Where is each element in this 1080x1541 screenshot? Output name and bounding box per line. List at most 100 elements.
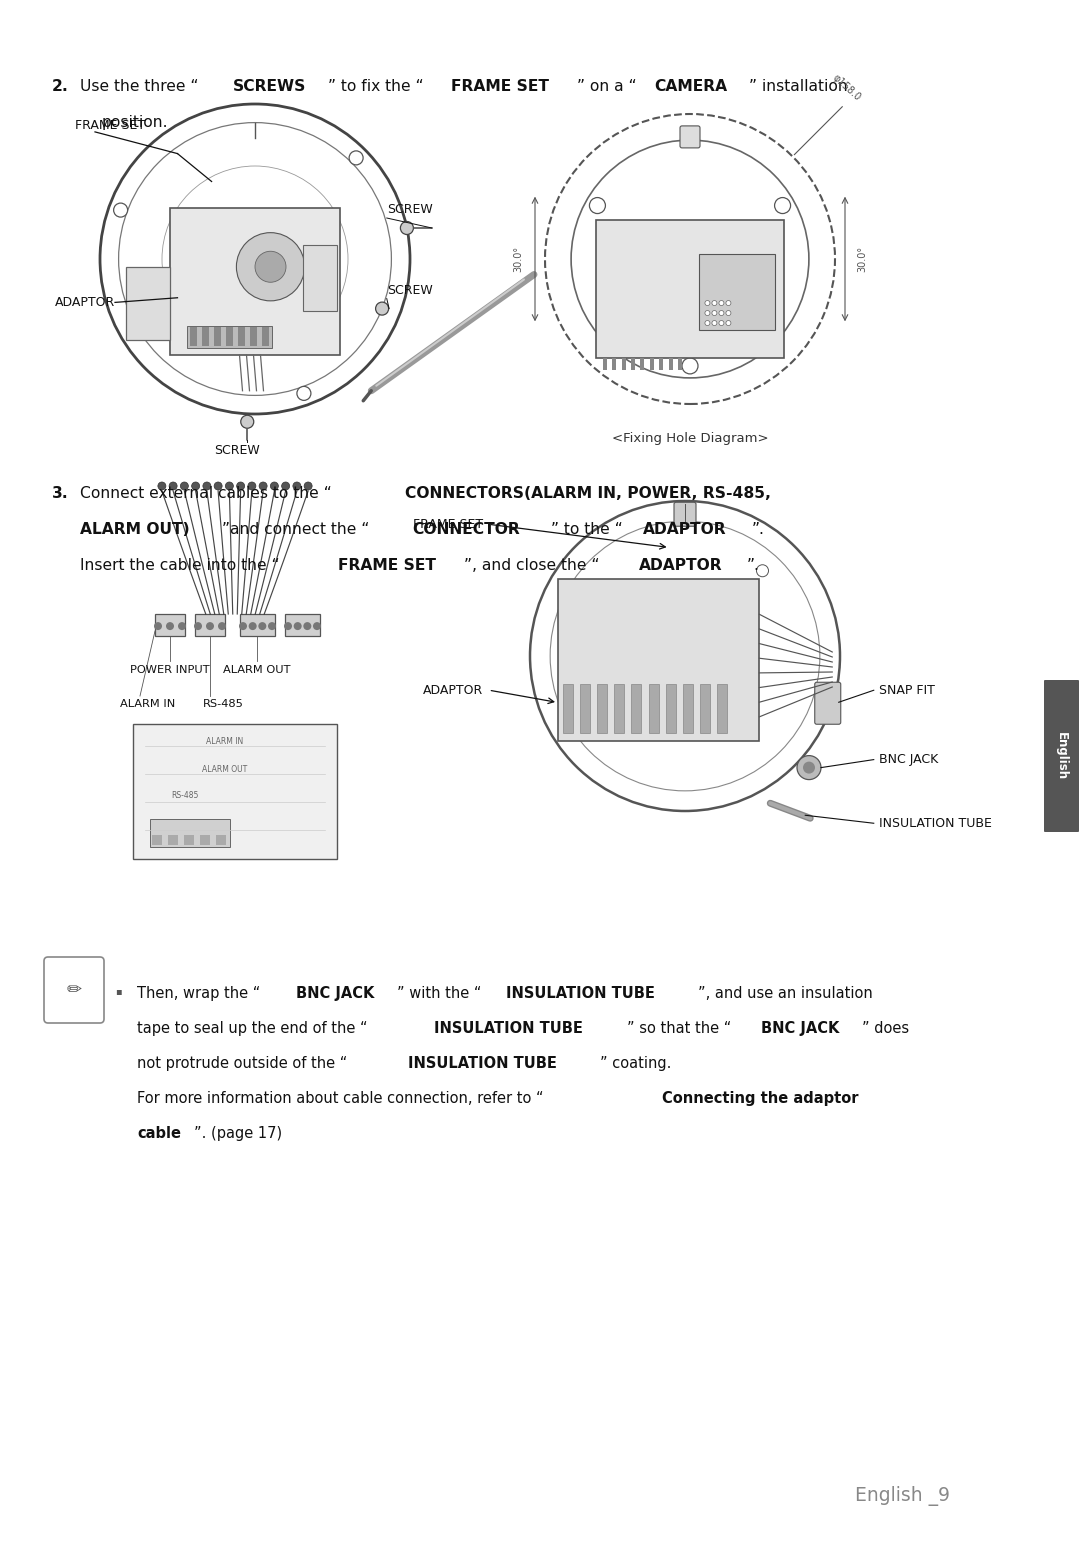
- Circle shape: [705, 321, 710, 325]
- Circle shape: [218, 623, 226, 630]
- Circle shape: [712, 321, 717, 325]
- Circle shape: [681, 358, 698, 374]
- Circle shape: [270, 482, 279, 490]
- Circle shape: [154, 623, 162, 630]
- Text: ADAPTOR: ADAPTOR: [639, 558, 723, 573]
- Text: ALARM IN: ALARM IN: [206, 738, 244, 746]
- Circle shape: [248, 623, 257, 630]
- Circle shape: [113, 203, 127, 217]
- Text: ” installation: ” installation: [748, 79, 848, 94]
- Bar: [650, 358, 653, 370]
- Circle shape: [590, 197, 606, 214]
- Bar: [216, 835, 226, 844]
- Circle shape: [166, 623, 174, 630]
- FancyBboxPatch shape: [44, 957, 104, 1023]
- Bar: [261, 327, 269, 347]
- Circle shape: [203, 482, 211, 490]
- Text: position.: position.: [102, 116, 168, 129]
- FancyBboxPatch shape: [680, 126, 700, 148]
- Text: ” to the “: ” to the “: [551, 522, 622, 536]
- Text: ADAPTOR: ADAPTOR: [55, 296, 116, 308]
- Text: CONNECTOR: CONNECTOR: [411, 522, 519, 536]
- Text: ”, and close the “: ”, and close the “: [464, 558, 599, 573]
- FancyBboxPatch shape: [596, 220, 784, 358]
- Text: ” with the “: ” with the “: [397, 986, 482, 1002]
- FancyBboxPatch shape: [302, 245, 337, 311]
- Text: FRAME SET: FRAME SET: [451, 79, 549, 94]
- Circle shape: [376, 302, 389, 314]
- Circle shape: [239, 623, 247, 630]
- Circle shape: [170, 482, 177, 490]
- Circle shape: [756, 564, 769, 576]
- Bar: [659, 358, 663, 370]
- Text: SCREW: SCREW: [387, 284, 432, 296]
- Text: ” so that the “: ” so that the “: [626, 1022, 731, 1036]
- Bar: [226, 327, 233, 347]
- Text: 30.0°: 30.0°: [513, 247, 523, 273]
- FancyBboxPatch shape: [126, 267, 170, 341]
- Circle shape: [259, 482, 267, 490]
- Circle shape: [726, 321, 731, 325]
- Text: Connecting the adaptor: Connecting the adaptor: [662, 1091, 858, 1106]
- FancyBboxPatch shape: [150, 818, 230, 848]
- Text: 30.0°: 30.0°: [858, 247, 867, 273]
- FancyBboxPatch shape: [285, 613, 320, 636]
- FancyBboxPatch shape: [558, 578, 759, 741]
- Bar: [683, 684, 693, 734]
- Text: For more information about cable connection, refer to “: For more information about cable connect…: [137, 1091, 543, 1106]
- Text: INSULATION TUBE: INSULATION TUBE: [408, 1056, 557, 1071]
- FancyBboxPatch shape: [195, 613, 225, 636]
- Text: POWER INPUT: POWER INPUT: [131, 666, 210, 675]
- Text: Use the three “: Use the three “: [80, 79, 199, 94]
- Circle shape: [313, 623, 321, 630]
- Text: BNC JACK: BNC JACK: [296, 986, 375, 1002]
- Bar: [700, 684, 710, 734]
- Circle shape: [191, 482, 200, 490]
- Text: Insert the cable into the “: Insert the cable into the “: [80, 558, 280, 573]
- Text: INSULATION TUBE: INSULATION TUBE: [507, 986, 654, 1002]
- Text: ” to fix the “: ” to fix the “: [327, 79, 423, 94]
- Bar: [631, 358, 635, 370]
- Circle shape: [774, 197, 791, 214]
- Circle shape: [248, 482, 256, 490]
- Bar: [202, 327, 208, 347]
- Text: φ158.0: φ158.0: [831, 72, 863, 103]
- Circle shape: [719, 321, 724, 325]
- Circle shape: [297, 387, 311, 401]
- FancyBboxPatch shape: [700, 254, 774, 330]
- Text: ”, and use an insulation: ”, and use an insulation: [698, 986, 873, 1002]
- Bar: [184, 835, 194, 844]
- Text: FRAME SET: FRAME SET: [414, 518, 484, 530]
- Circle shape: [214, 482, 222, 490]
- Text: BNC JACK: BNC JACK: [761, 1022, 839, 1036]
- Text: ”.: ”.: [752, 522, 765, 536]
- Bar: [665, 684, 676, 734]
- Text: SCREW: SCREW: [387, 203, 432, 216]
- Bar: [648, 684, 659, 734]
- Text: CONNECTORS(ALARM IN, POWER, RS-485,: CONNECTORS(ALARM IN, POWER, RS-485,: [405, 485, 771, 501]
- Text: Connect external cables to the “: Connect external cables to the “: [80, 485, 332, 501]
- Circle shape: [258, 623, 267, 630]
- Text: SNAP FIT: SNAP FIT: [879, 684, 934, 697]
- Bar: [603, 358, 607, 370]
- Text: ALARM OUT): ALARM OUT): [80, 522, 190, 536]
- FancyBboxPatch shape: [674, 502, 696, 525]
- Text: RS-485: RS-485: [172, 792, 199, 800]
- Text: ”and connect the “: ”and connect the “: [221, 522, 369, 536]
- FancyBboxPatch shape: [240, 613, 275, 636]
- Text: SCREW: SCREW: [214, 444, 260, 456]
- Bar: [200, 835, 210, 844]
- FancyBboxPatch shape: [1044, 680, 1079, 832]
- Text: ALARM IN: ALARM IN: [120, 700, 175, 709]
- Text: not protrude outside of the “: not protrude outside of the “: [137, 1056, 348, 1071]
- Bar: [563, 684, 573, 734]
- Circle shape: [158, 482, 166, 490]
- Text: ✏: ✏: [67, 982, 82, 999]
- Text: ” on a “: ” on a “: [578, 79, 637, 94]
- Bar: [669, 358, 673, 370]
- Bar: [249, 327, 257, 347]
- Circle shape: [237, 233, 305, 300]
- Bar: [190, 327, 197, 347]
- Circle shape: [284, 623, 292, 630]
- FancyBboxPatch shape: [156, 613, 185, 636]
